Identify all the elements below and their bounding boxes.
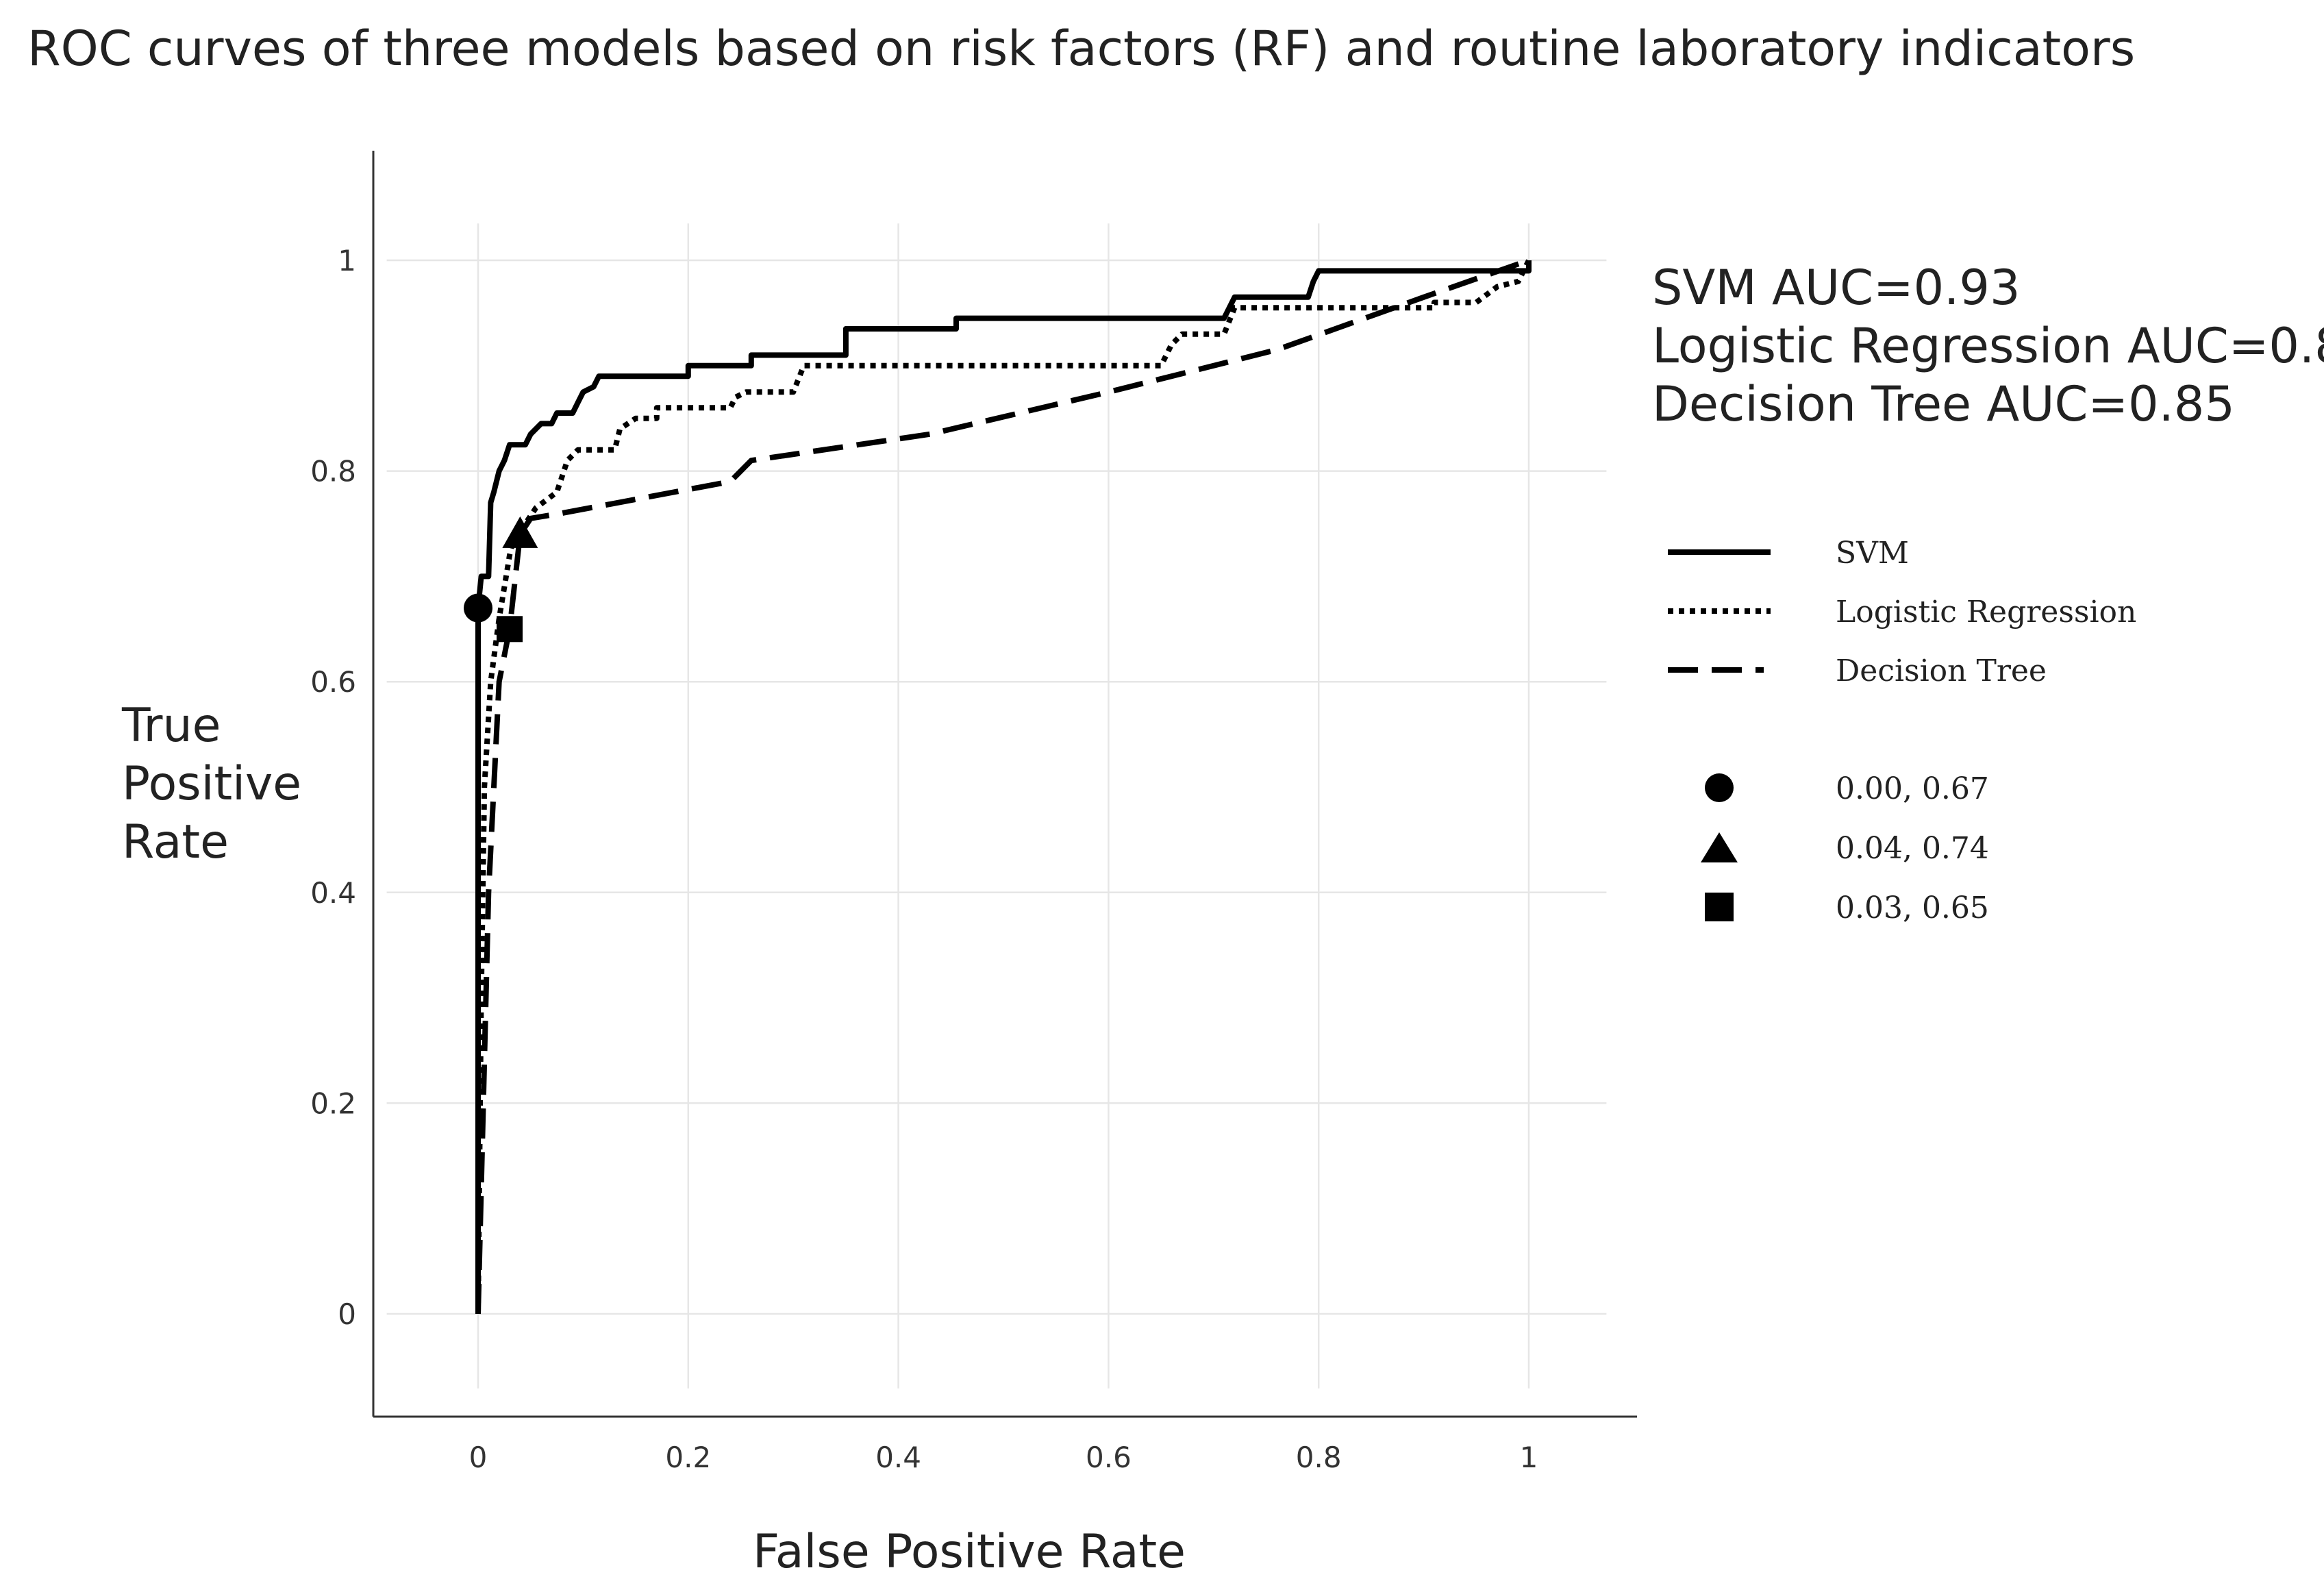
legend-label-marker-square: 0.03, 0.65 (1836, 891, 1989, 925)
x-tick-label: 0 (469, 1441, 488, 1474)
y-tick-label: 0.6 (310, 665, 356, 699)
auc-label-logistic-regression: Logistic Regression AUC=0.89 (1652, 318, 2324, 374)
x-axis-title: False Positive Rate (753, 1525, 1186, 1579)
y-tick-label: 0.8 (310, 455, 356, 488)
legend-marker-circle-icon (1705, 773, 1734, 802)
y-tick-label: 0.2 (310, 1086, 356, 1120)
marker-circle (464, 593, 492, 623)
x-tick-label: 0.6 (1086, 1441, 1132, 1474)
legend-label-marker-circle: 0.00, 0.67 (1836, 771, 1989, 806)
x-tick-label: 1 (1520, 1441, 1538, 1474)
legend-label-decision-tree: Decision Tree (1836, 654, 2047, 688)
legend-marker-triangle-icon (1701, 832, 1738, 862)
legend-label-logistic-regression: Logistic Regression (1836, 595, 2136, 630)
y-tick-label: 0 (338, 1297, 356, 1331)
y-tick-label: 1 (338, 244, 356, 277)
series-line-svm (475, 260, 1532, 1314)
marker-square (497, 616, 523, 643)
legend-label-svm: SVM (1836, 536, 1909, 571)
tick-labels: 0 0.2 0.4 0.6 0.8 1 0 0.2 0.4 0.6 0.8 1 (310, 244, 1538, 1474)
series-lines (475, 258, 1532, 1315)
grid (386, 223, 1607, 1389)
series-line-decision-tree (475, 258, 1530, 1315)
auc-label-decision-tree: Decision Tree AUC=0.85 (1652, 376, 2235, 432)
x-tick-label: 0.8 (1296, 1441, 1342, 1474)
legend-marker-square-icon (1705, 893, 1734, 921)
x-tick-label: 0.2 (665, 1441, 711, 1474)
legend-label-marker-triangle: 0.04, 0.74 (1836, 831, 1989, 866)
highlight-markers (464, 516, 538, 643)
y-axis-title-line-2: Positive (122, 757, 301, 811)
marker-triangle (502, 516, 538, 548)
y-tick-label: 0.4 (310, 876, 356, 910)
chart-title: ROC curves of three models based on risk… (27, 21, 2135, 77)
y-axis-title-line-3: Rate (122, 815, 229, 869)
auc-label-svm: SVM AUC=0.93 (1652, 260, 2020, 316)
x-tick-label: 0.4 (875, 1441, 921, 1474)
y-axis-title-line-1: True (121, 699, 221, 753)
legend: SVM Logistic Regression Decision Tree 0.… (1668, 536, 2136, 925)
